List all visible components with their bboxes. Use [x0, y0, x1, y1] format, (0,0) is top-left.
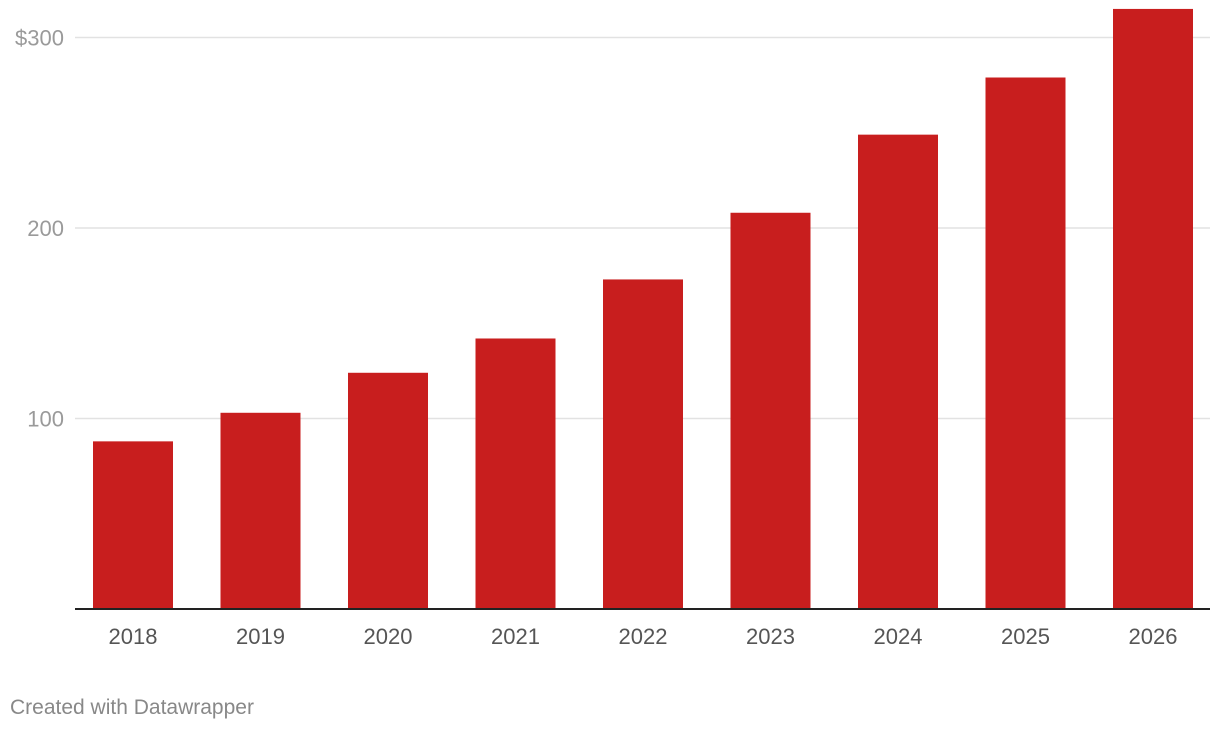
x-tick-label: 2018 [109, 624, 158, 649]
credit-text: Created with Datawrapper [10, 696, 254, 719]
x-axis-ticks: 2018 2019 2020 2021 2022 2023 2024 2025 2026 [109, 624, 1178, 649]
bar-2023 [730, 212, 811, 609]
y-tick-label: 100 [27, 407, 64, 432]
bar-2019 [220, 412, 301, 609]
bar-2022 [603, 279, 683, 609]
x-tick-label: 2024 [874, 624, 923, 649]
x-tick-label: 2026 [1129, 624, 1178, 649]
y-tick-label: 200 [27, 216, 64, 241]
bars [93, 8, 1193, 610]
x-tick-label: 2019 [236, 624, 285, 649]
bar-2024 [858, 134, 938, 609]
x-tick-label: 2025 [1001, 624, 1050, 649]
x-tick-label: 2020 [364, 624, 413, 649]
bar-2021 [475, 338, 556, 609]
y-tick-label: $300 [15, 26, 64, 51]
bar-2018 [93, 441, 173, 609]
x-tick-label: 2023 [746, 624, 795, 649]
bar-2026 [1113, 8, 1193, 610]
bar-2025 [985, 77, 1066, 609]
x-tick-label: 2022 [619, 624, 668, 649]
bar-2020 [348, 372, 428, 609]
x-tick-label: 2021 [491, 624, 540, 649]
